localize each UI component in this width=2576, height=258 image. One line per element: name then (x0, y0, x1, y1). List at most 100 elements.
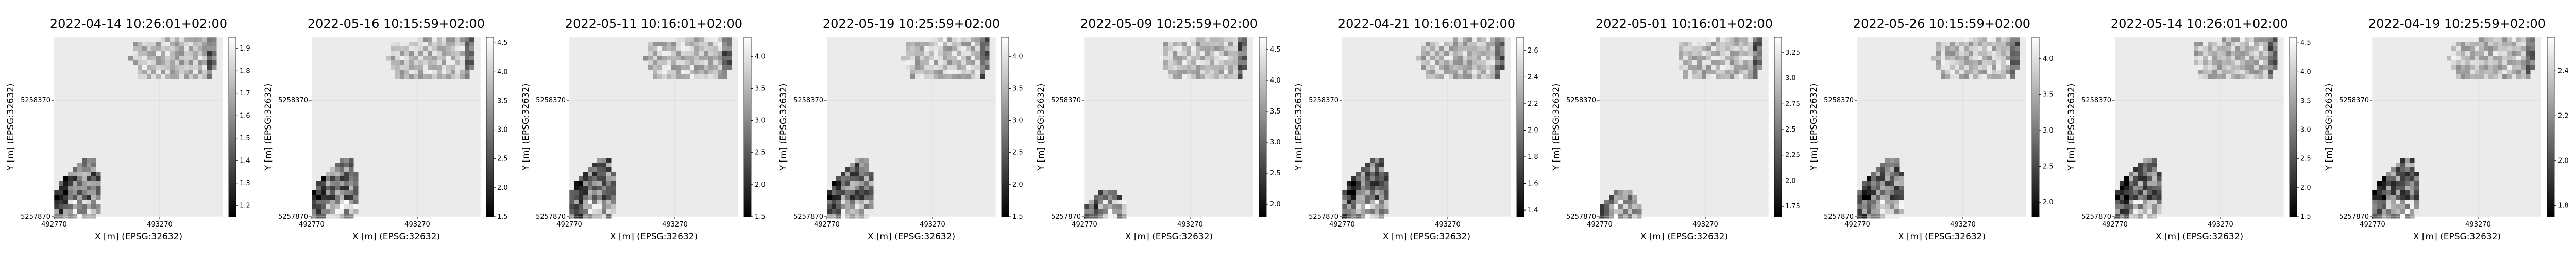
raster-cell (418, 56, 423, 61)
raster-cell (938, 70, 943, 75)
raster-cell (1233, 42, 1238, 47)
raster-cell (966, 60, 971, 66)
raster-cell (1108, 209, 1113, 214)
plot-frame (826, 37, 996, 217)
raster-cell (1955, 70, 1960, 75)
raster-cell (2502, 70, 2507, 75)
raster-cell (1481, 74, 1486, 79)
raster-cell (2382, 176, 2387, 182)
heatmap-panel: 2022-05-26 10:15:59+02:00 492770 493270 525… (1803, 0, 2061, 258)
raster-cell (1604, 214, 1609, 219)
raster-cell (1500, 65, 1505, 70)
raster-cell (836, 186, 841, 191)
raster-cell (961, 74, 967, 79)
colorbar-tick-label: 2.2 (1528, 100, 1538, 108)
raster-cell (859, 204, 865, 209)
raster-cell (2382, 200, 2387, 205)
raster-cell (1871, 176, 1876, 182)
raster-cell (1697, 42, 1702, 47)
raster-cell (606, 181, 612, 186)
raster-cell (428, 70, 433, 75)
raster-cell (1347, 214, 1352, 219)
raster-cell (606, 186, 612, 191)
raster-cell (1969, 56, 1974, 61)
raster-cell (2235, 56, 2241, 61)
raster-cell (2212, 51, 2217, 56)
raster-cell (330, 209, 335, 214)
y-axis-label: Y [m] (EPSG:32632) (521, 83, 531, 171)
raster-cell (827, 214, 832, 219)
raster-cell (1453, 60, 1459, 66)
raster-cell (602, 195, 607, 200)
raster-cell (1702, 70, 1707, 75)
raster-cell (1894, 181, 1900, 186)
raster-cell (465, 56, 470, 61)
raster-cell (583, 176, 588, 182)
raster-cell (2263, 65, 2268, 70)
raster-cell (2235, 70, 2241, 75)
raster-cell (952, 51, 957, 56)
raster-cell (2396, 190, 2401, 196)
raster-cell (583, 200, 588, 205)
raster-cell (1720, 74, 1725, 79)
raster-cell (971, 70, 976, 75)
raster-cell (920, 70, 925, 75)
raster-cell (428, 65, 433, 70)
raster-cell (855, 172, 860, 177)
raster-cell (2516, 37, 2521, 42)
raster-cell (2507, 60, 2512, 66)
raster-cell (73, 172, 78, 177)
raster-cell (2245, 65, 2250, 70)
raster-cell (2138, 167, 2143, 172)
raster-cell (850, 163, 855, 168)
raster-cell (1191, 51, 1196, 56)
raster-cell (841, 181, 846, 186)
raster-cell (1973, 46, 1978, 52)
raster-cell (1224, 70, 1229, 75)
colorbar-tick-label: 3.25 (1785, 49, 1800, 57)
raster-cell (841, 172, 846, 177)
raster-cell (395, 51, 400, 56)
raster-cell (699, 51, 704, 56)
raster-cell (1182, 74, 1187, 79)
raster-cell (850, 176, 855, 182)
raster-cell (1748, 60, 1753, 66)
raster-cell (2400, 195, 2405, 200)
raster-cell (574, 190, 579, 196)
raster-cell (1495, 42, 1500, 47)
raster-cell (708, 70, 714, 75)
raster-cell (1481, 70, 1486, 75)
raster-cell (938, 37, 943, 42)
raster-cell (1472, 37, 1477, 42)
raster-cell (2414, 176, 2419, 182)
raster-cell (2377, 209, 2382, 214)
raster-cell (2386, 181, 2392, 186)
raster-cell (704, 60, 709, 66)
raster-cell (676, 42, 681, 47)
raster-cell (77, 200, 82, 205)
raster-cell (1743, 46, 1749, 52)
raster-cell (1196, 74, 1201, 79)
raster-cell (1356, 190, 1361, 196)
raster-cell (1233, 65, 1238, 70)
raster-cell (423, 51, 428, 56)
raster-cell (2512, 70, 2517, 75)
raster-cell (574, 181, 579, 186)
raster-cell (198, 46, 203, 52)
raster-cell (2129, 190, 2134, 196)
raster-cell (1945, 74, 1951, 79)
raster-cell (465, 37, 470, 42)
raster-cell (694, 56, 700, 61)
raster-cell (1955, 65, 1960, 70)
raster-cell (1890, 214, 1895, 219)
raster-cell (1637, 209, 1642, 214)
raster-cell (588, 172, 593, 177)
raster-cell (2124, 209, 2129, 214)
raster-cell (859, 190, 865, 196)
raster-cell (455, 74, 461, 79)
y-tick-label: 5258370 (1309, 96, 1338, 104)
raster-cell (2194, 46, 2199, 52)
raster-cell (1439, 56, 1445, 61)
raster-cell (1702, 51, 1707, 56)
raster-cell (836, 200, 841, 205)
